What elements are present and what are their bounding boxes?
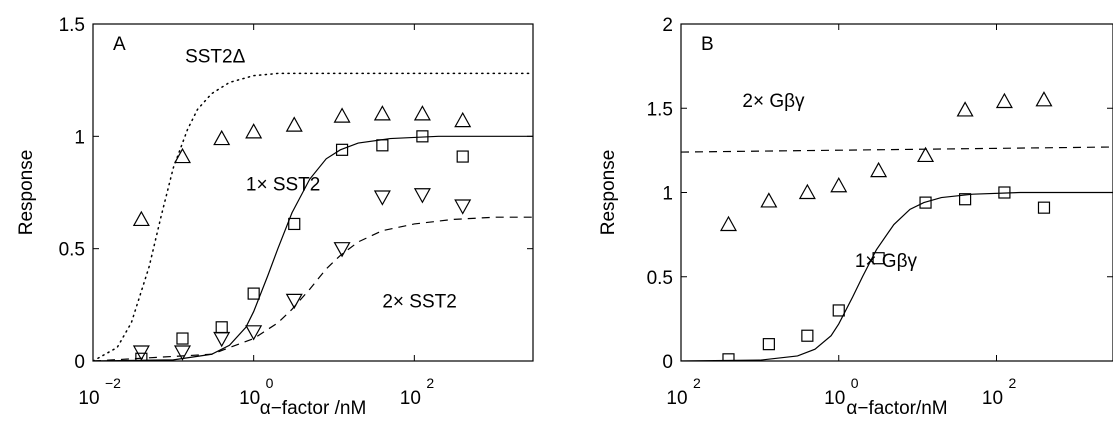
- x-tick-label: 10: [666, 388, 687, 409]
- data-point-triangle-down: [285, 293, 303, 310]
- series-group: [93, 72, 533, 361]
- curve-annotation: SST2Δ: [185, 46, 246, 67]
- data-point-triangle-down: [245, 325, 263, 341]
- data-point-triangle-up: [870, 161, 888, 178]
- x-tick-exponent: 0: [266, 375, 274, 391]
- y-tick-label: 0.5: [647, 268, 673, 289]
- fit-curve-solid: [681, 191, 1113, 361]
- data-point-triangle-up: [917, 146, 935, 163]
- data-point-triangle-up: [454, 111, 472, 128]
- y-axis-label: Response: [598, 150, 619, 236]
- fit-curve-dashed: [93, 216, 533, 361]
- data-point-triangle-up: [956, 101, 974, 117]
- panel-label: B: [701, 34, 714, 55]
- data-point-triangle-up: [413, 105, 431, 121]
- data-point-square: [247, 287, 260, 300]
- data-point-square: [376, 139, 389, 152]
- y-tick-label: 0: [74, 352, 85, 373]
- x-tick-label: 10: [239, 388, 260, 409]
- x-tick-exponent: 2: [693, 375, 701, 391]
- y-axis-label: Response: [16, 150, 37, 236]
- y-tick-label: 1.5: [647, 99, 673, 120]
- y-tick-label: 1.5: [59, 15, 85, 36]
- x-tick-exponent: 2: [426, 375, 434, 391]
- curve-annotation: 2× SST2: [382, 291, 456, 312]
- x-tick-exponent: 2: [1008, 375, 1016, 391]
- data-point-square: [215, 321, 228, 334]
- x-tick-label: 10: [824, 388, 845, 409]
- panel-b: 0 0.5 1 1.5 2 10 2 10 0 10 2 α−factor/nM Response B 2×…: [598, 15, 1113, 419]
- data-point-triangle-up: [830, 177, 848, 193]
- x-tick-label: 10: [78, 388, 99, 409]
- data-point-triangle-up: [760, 192, 778, 208]
- data-point-square: [722, 353, 735, 361]
- data-point-square: [762, 338, 775, 351]
- data-point-triangle-up: [798, 183, 816, 200]
- fit-curve-solid: [93, 135, 533, 361]
- data-point-triangle-down: [132, 345, 150, 361]
- y-tick-label: 1: [74, 127, 85, 148]
- data-point-triangle-down: [213, 331, 231, 348]
- y-tick-label: 0.5: [59, 240, 85, 261]
- data-point-square: [919, 196, 932, 209]
- x-tick-exponent: −2: [105, 375, 121, 391]
- data-point-triangle-up: [333, 107, 351, 123]
- data-point-triangle-down: [454, 199, 472, 215]
- series-group: [681, 91, 1113, 361]
- data-point-triangle-down: [173, 345, 192, 361]
- data-point-square: [959, 193, 972, 206]
- curve-annotation: 1× Gβγ: [855, 251, 918, 272]
- data-point-square: [176, 332, 189, 345]
- data-point-triangle-up: [373, 105, 391, 121]
- data-point-triangle-down: [333, 242, 351, 258]
- data-point-triangle-up: [132, 210, 150, 227]
- panel-a: 0 0.5 1 1.5 10 −2 10 0 10 2 α−factor /nM Response A S…: [16, 15, 534, 419]
- y-tick-label: 1: [662, 184, 673, 205]
- data-point-square: [832, 304, 845, 317]
- data-point-triangle-up: [285, 116, 303, 132]
- plot-frame: [92, 23, 534, 362]
- data-point-square: [801, 329, 814, 342]
- curve-annotation: 1× SST2: [246, 175, 320, 196]
- panel-label: A: [113, 34, 126, 55]
- data-point-triangle-up: [1035, 91, 1053, 107]
- data-point-square: [335, 143, 349, 156]
- data-point-square: [1037, 201, 1051, 214]
- data-point-square: [456, 150, 469, 163]
- y-tick-label: 0: [662, 352, 673, 373]
- fit-curve-dashed: [681, 146, 1113, 153]
- x-tick-exponent: 0: [851, 375, 859, 391]
- data-point-triangle-up: [173, 147, 192, 164]
- fit-curve-dotted: [93, 72, 533, 361]
- data-point-triangle-down: [413, 188, 431, 204]
- data-point-triangle-up: [213, 129, 231, 146]
- data-point-triangle-up: [995, 92, 1013, 109]
- x-axis-label: α−factor /nM: [260, 398, 367, 419]
- x-tick-label: 10: [400, 388, 421, 409]
- x-axis-label: α−factor/nM: [846, 398, 947, 419]
- data-point-triangle-down: [373, 190, 391, 206]
- x-tick-label: 10: [982, 388, 1003, 409]
- data-point-square: [872, 252, 885, 265]
- data-point-triangle-up: [719, 215, 738, 232]
- curve-annotation: 2× Gβγ: [742, 91, 805, 112]
- y-tick-label: 2: [662, 15, 673, 36]
- data-point-square: [288, 217, 301, 231]
- data-point-triangle-up: [245, 123, 263, 139]
